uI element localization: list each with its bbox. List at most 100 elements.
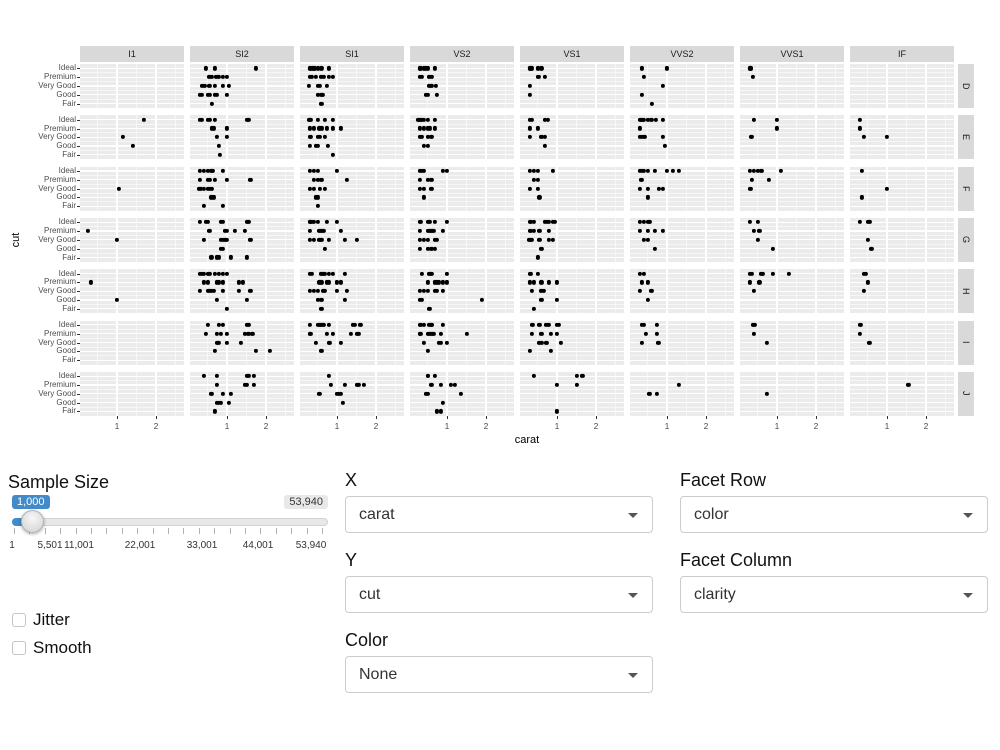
data-point: [201, 271, 206, 276]
data-point: [536, 75, 541, 80]
data-point: [307, 168, 312, 174]
data-point: [315, 177, 320, 182]
data-point: [217, 152, 223, 157]
data-point: [749, 135, 755, 140]
facet-column-select[interactable]: clarity: [680, 576, 988, 613]
data-point: [338, 228, 343, 234]
data-point: [647, 391, 652, 396]
slider-tick: [260, 528, 262, 534]
x-variable-select[interactable]: carat: [345, 496, 653, 533]
y-axis-tick-label: Good: [56, 346, 76, 356]
smooth-checkbox-row[interactable]: Smooth: [12, 638, 92, 658]
jitter-checkbox-row[interactable]: Jitter: [12, 610, 70, 630]
data-point: [444, 271, 450, 276]
jitter-checkbox[interactable]: [12, 613, 26, 627]
data-point: [531, 177, 536, 182]
data-point: [213, 83, 218, 89]
y-axis-tick-label: Premium: [43, 123, 76, 133]
facet-scatter-plot: I1 SI2 SI1 VS2 VS1 VVS2 VVS1 IF D E F G H I J Ideal Prem…: [10, 46, 974, 446]
slider-track[interactable]: [12, 518, 328, 526]
data-point: [554, 331, 560, 336]
y-axis-tick-label: Very Good: [38, 337, 76, 347]
facet-panel: [410, 166, 514, 211]
data-point: [653, 168, 658, 174]
data-point: [224, 75, 230, 80]
slider-value-badge: 1,000: [12, 495, 50, 509]
data-point: [419, 271, 424, 276]
data-point: [765, 340, 770, 345]
data-point: [417, 135, 422, 140]
data-point: [545, 340, 550, 345]
data-point: [676, 382, 681, 388]
smooth-checkbox[interactable]: [12, 641, 26, 655]
slider-tick: [91, 528, 92, 534]
y-select-value: cut: [359, 586, 381, 603]
data-point: [421, 168, 426, 174]
x-axis-tick-label: 2: [703, 420, 709, 431]
data-point: [645, 186, 650, 191]
slider-tick: [106, 528, 108, 534]
data-point: [429, 83, 434, 89]
data-point: [362, 382, 367, 388]
slider-handle[interactable]: [21, 510, 44, 533]
sample-size-slider[interactable]: 1,000 53,940 1 5,501 11,001 22,001 33,001 44,…: [9, 494, 328, 558]
data-point: [547, 237, 552, 242]
data-point: [224, 135, 230, 140]
data-point: [213, 409, 218, 414]
facet-panel: [850, 217, 954, 262]
data-point: [421, 289, 426, 294]
data-point: [639, 135, 645, 140]
data-point: [199, 83, 204, 89]
facet-panel: [630, 371, 734, 416]
data-point: [444, 168, 450, 174]
facet-panel: [740, 371, 844, 416]
data-point: [417, 289, 422, 294]
facet-row-select[interactable]: color: [680, 496, 988, 533]
data-point: [865, 280, 870, 285]
data-point: [421, 340, 426, 345]
data-point: [661, 135, 666, 140]
data-point: [439, 340, 444, 345]
data-point: [344, 177, 349, 182]
data-point: [221, 246, 226, 251]
data-point: [653, 246, 658, 251]
data-point: [857, 117, 862, 122]
data-point: [645, 168, 650, 174]
data-point: [319, 349, 324, 354]
y-axis-tick-label: Very Good: [38, 234, 76, 244]
data-point: [309, 75, 315, 80]
data-point: [203, 331, 208, 336]
data-point: [307, 228, 312, 234]
data-point: [639, 92, 644, 97]
data-point: [215, 331, 220, 336]
data-point: [755, 220, 760, 225]
slider-tick: [60, 528, 62, 534]
y-axis-tick-label: Ideal: [58, 63, 76, 73]
data-point: [197, 92, 202, 97]
data-point: [751, 331, 756, 336]
data-point: [327, 374, 332, 379]
data-point: [315, 135, 320, 140]
data-point: [317, 391, 322, 396]
data-point: [861, 289, 866, 294]
y-axis-tick-label: Fair: [62, 252, 76, 262]
x-axis-tick-label: 1: [664, 420, 670, 431]
facet-panel: [190, 115, 294, 160]
data-point: [209, 255, 214, 260]
data-point: [316, 66, 321, 71]
data-point: [242, 331, 247, 336]
data-point: [221, 391, 226, 396]
facet-row-select-label: Facet Row: [680, 470, 767, 490]
data-point: [863, 271, 868, 276]
data-point: [323, 271, 328, 276]
color-variable-select[interactable]: None: [345, 656, 653, 693]
data-point: [444, 280, 450, 285]
y-axis-tick-label: Fair: [62, 355, 76, 365]
slider-grid-label: 53,940: [295, 540, 327, 551]
data-point: [319, 280, 324, 285]
data-point: [88, 280, 93, 285]
data-point: [213, 177, 218, 182]
data-point: [213, 117, 218, 122]
data-point: [215, 374, 220, 379]
y-variable-select[interactable]: cut: [345, 576, 653, 613]
